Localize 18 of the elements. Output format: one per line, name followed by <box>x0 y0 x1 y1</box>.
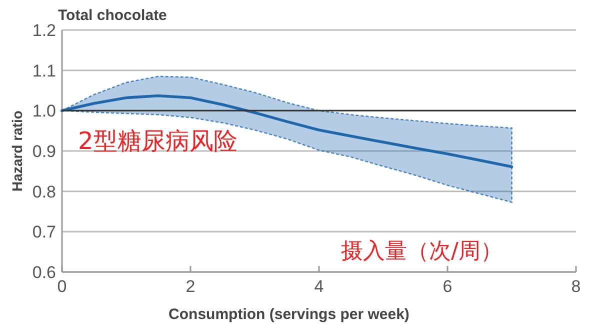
y-tick-label: 1.1 <box>32 61 56 80</box>
x-tick-label: 6 <box>442 277 452 296</box>
y-tick-label: 0.6 <box>32 263 56 282</box>
chart-title: Total chocolate <box>58 7 167 24</box>
annotation: 摄入量（次/周） <box>341 239 502 264</box>
y-tick-label: 0.9 <box>32 142 56 161</box>
line-series <box>60 94 514 168</box>
x-tick-label: 4 <box>314 277 324 296</box>
y-tick-label: 1.0 <box>32 102 56 121</box>
annotation: 2型糖尿病风险 <box>78 127 238 155</box>
y-tick-label: 0.8 <box>32 182 56 202</box>
x-axis-title: Consumption (servings per week) <box>168 306 410 323</box>
y-tick-label: 1.2 <box>32 21 56 40</box>
y-tick-label: 0.7 <box>32 222 56 242</box>
x-tick-label: 0 <box>57 277 67 296</box>
x-tick-label: 8 <box>571 277 581 296</box>
y-axis-title: Hazard ratio <box>9 110 25 192</box>
x-tick-label: 2 <box>186 277 196 296</box>
